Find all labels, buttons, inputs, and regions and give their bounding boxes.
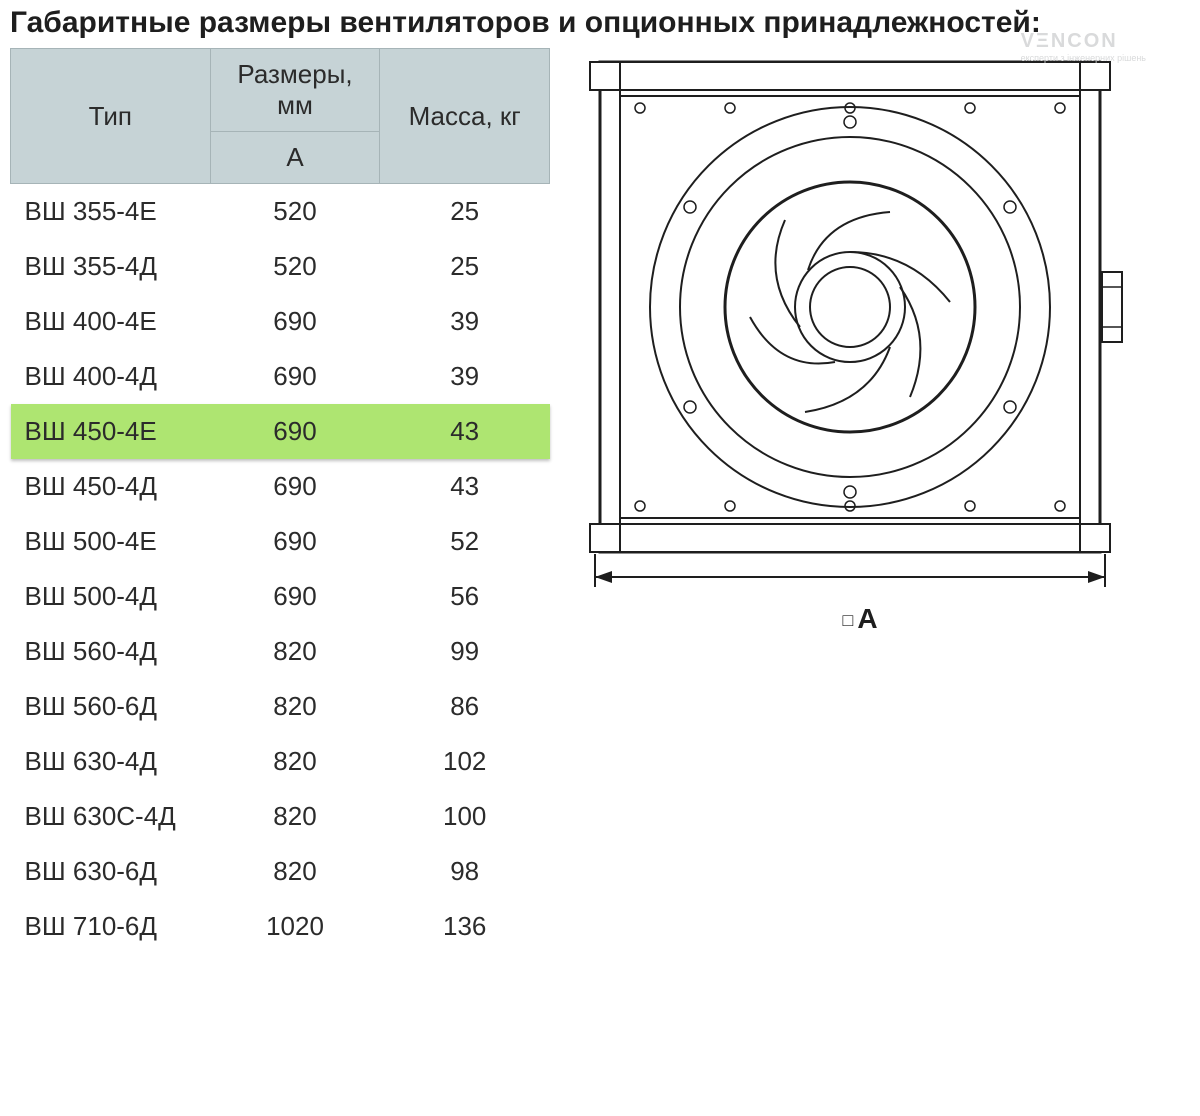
fan-diagram [570, 52, 1130, 592]
cell-size: 690 [210, 404, 380, 459]
table-row: ВШ 450-4Е69043 [11, 404, 550, 459]
table-row: ВШ 710-6Д1020136 [11, 899, 550, 954]
dimension-label: □A [570, 603, 1150, 635]
table-row: ВШ 630-4Д820102 [11, 734, 550, 789]
cell-type: ВШ 450-4Е [11, 404, 211, 459]
watermark: VΞNCON експерти з інженерних рішень [1021, 30, 1146, 63]
table-row: ВШ 500-4Д69056 [11, 569, 550, 624]
dimension-letter: A [857, 603, 877, 634]
table-row: ВШ 630С-4Д820100 [11, 789, 550, 844]
cell-size: 690 [210, 459, 380, 514]
cell-mass: 100 [380, 789, 550, 844]
cell-size: 520 [210, 239, 380, 294]
table-row: ВШ 450-4Д69043 [11, 459, 550, 514]
cell-type: ВШ 355-4Е [11, 184, 211, 240]
cell-size: 820 [210, 789, 380, 844]
cell-type: ВШ 630-4Д [11, 734, 211, 789]
watermark-brand: VΞNCON [1021, 30, 1118, 52]
table-row: ВШ 400-4Д69039 [11, 349, 550, 404]
cell-type: ВШ 710-6Д [11, 899, 211, 954]
cell-mass: 99 [380, 624, 550, 679]
cell-size: 690 [210, 294, 380, 349]
cell-type: ВШ 630С-4Д [11, 789, 211, 844]
table-row: ВШ 400-4Е69039 [11, 294, 550, 349]
col-size-sub: A [210, 132, 380, 184]
cell-size: 820 [210, 679, 380, 734]
cell-mass: 86 [380, 679, 550, 734]
cell-type: ВШ 500-4Д [11, 569, 211, 624]
cell-size: 1020 [210, 899, 380, 954]
table-row: ВШ 355-4Д52025 [11, 239, 550, 294]
cell-mass: 39 [380, 294, 550, 349]
cell-mass: 25 [380, 184, 550, 240]
cell-mass: 43 [380, 459, 550, 514]
table-row: ВШ 630-6Д82098 [11, 844, 550, 899]
table-row: ВШ 500-4Е69052 [11, 514, 550, 569]
watermark-tagline: експерти з інженерних рішень [1021, 53, 1146, 63]
cell-mass: 136 [380, 899, 550, 954]
cell-size: 520 [210, 184, 380, 240]
cell-mass: 98 [380, 844, 550, 899]
cell-type: ВШ 560-6Д [11, 679, 211, 734]
cell-size: 820 [210, 844, 380, 899]
col-mass: Масса, кг [380, 49, 550, 184]
cell-mass: 52 [380, 514, 550, 569]
cell-type: ВШ 630-6Д [11, 844, 211, 899]
cell-type: ВШ 450-4Д [11, 459, 211, 514]
table-row: ВШ 560-4Д82099 [11, 624, 550, 679]
cell-mass: 43 [380, 404, 550, 459]
cell-size: 820 [210, 734, 380, 789]
cell-mass: 102 [380, 734, 550, 789]
cell-type: ВШ 355-4Д [11, 239, 211, 294]
col-type: Тип [11, 49, 211, 184]
col-size: Размеры, мм [210, 49, 380, 132]
dimension-prefix: □ [842, 610, 853, 630]
cell-type: ВШ 500-4Е [11, 514, 211, 569]
cell-type: ВШ 400-4Д [11, 349, 211, 404]
cell-size: 690 [210, 569, 380, 624]
cell-size: 820 [210, 624, 380, 679]
dimensions-table: Тип Размеры, мм Масса, кг A ВШ 355-4Е520… [10, 48, 550, 954]
table-row: ВШ 560-6Д82086 [11, 679, 550, 734]
page-title: Габаритные размеры вентиляторов и опцион… [10, 6, 1190, 40]
cell-type: ВШ 400-4Е [11, 294, 211, 349]
cell-mass: 25 [380, 239, 550, 294]
table-row: ВШ 355-4Е52025 [11, 184, 550, 240]
cell-mass: 56 [380, 569, 550, 624]
cell-type: ВШ 560-4Д [11, 624, 211, 679]
cell-mass: 39 [380, 349, 550, 404]
cell-size: 690 [210, 514, 380, 569]
cell-size: 690 [210, 349, 380, 404]
